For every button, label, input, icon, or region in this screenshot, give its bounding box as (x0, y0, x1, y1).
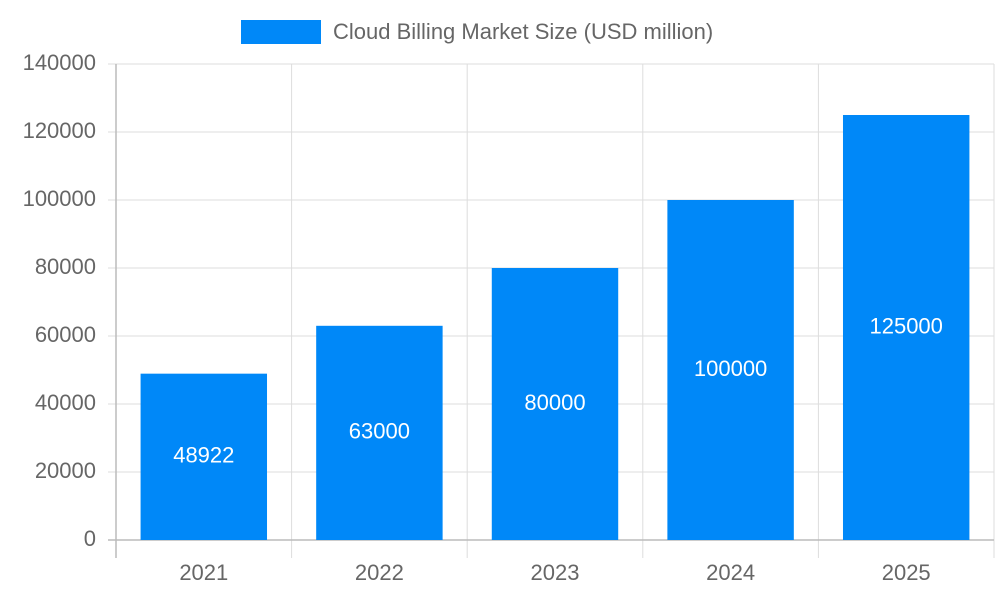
data-label: 80000 (524, 390, 585, 415)
data-label: 48922 (173, 443, 234, 468)
x-tick-label: 2024 (706, 560, 755, 585)
bar (316, 325, 443, 540)
x-tick-label: 2023 (531, 560, 580, 585)
y-tick-label: 60000 (35, 322, 96, 347)
x-tick-label: 2022 (355, 560, 404, 585)
x-tick-label: 2025 (882, 560, 931, 585)
data-label: 100000 (694, 356, 767, 381)
bar (842, 115, 970, 540)
y-tick-label: 80000 (35, 254, 96, 279)
bar (667, 200, 794, 540)
y-tick-label: 120000 (23, 118, 96, 143)
data-label: 63000 (349, 419, 410, 444)
x-tick-label: 2021 (179, 560, 228, 585)
y-tick-label: 100000 (23, 186, 96, 211)
bar (140, 373, 268, 540)
legend-label: Cloud Billing Market Size (USD million) (333, 19, 713, 44)
bar (491, 268, 619, 540)
y-tick-label: 40000 (35, 390, 96, 415)
y-tick-label: 0 (84, 526, 96, 551)
data-label: 125000 (869, 313, 942, 338)
y-tick-label: 140000 (23, 50, 96, 75)
legend-swatch (241, 20, 321, 44)
y-tick-label: 20000 (35, 458, 96, 483)
